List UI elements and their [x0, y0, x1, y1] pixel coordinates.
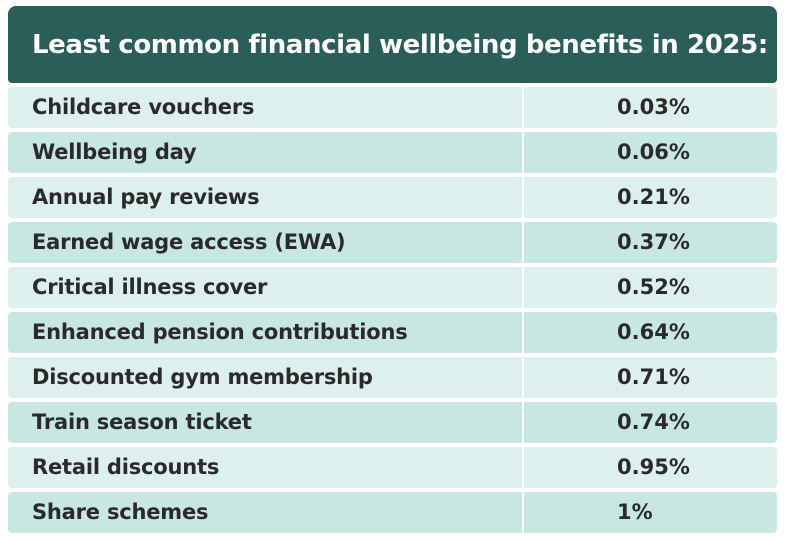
benefit-percentage: 0.64% [617, 320, 690, 344]
benefit-percentage: 0.37% [617, 230, 690, 254]
column-divider [522, 402, 524, 443]
table-body: Childcare vouchers 0.03% Wellbeing day 0.06… [8, 87, 777, 537]
benefit-percentage: 0.52% [617, 275, 690, 299]
column-divider [522, 357, 524, 398]
table-row: Childcare vouchers 0.03% [8, 87, 777, 128]
benefit-label: Childcare vouchers [32, 95, 255, 119]
benefit-label: Share schemes [32, 500, 209, 524]
column-divider [522, 222, 524, 263]
table-row: Share schemes 1% [8, 492, 777, 533]
benefit-percentage: 0.21% [617, 185, 690, 209]
column-divider [522, 312, 524, 353]
benefit-label: Critical illness cover [32, 275, 268, 299]
table-row: Enhanced pension contributions 0.64% [8, 312, 777, 353]
column-divider [522, 87, 524, 128]
benefit-percentage: 1% [617, 500, 653, 524]
table-title: Least common financial wellbeing benefit… [32, 29, 768, 60]
column-divider [522, 267, 524, 308]
column-divider [522, 447, 524, 488]
table-row: Discounted gym membership 0.71% [8, 357, 777, 398]
benefit-percentage: 0.74% [617, 410, 690, 434]
column-divider [522, 177, 524, 218]
benefit-label: Wellbeing day [32, 140, 197, 164]
benefit-percentage: 0.71% [617, 365, 690, 389]
table-row: Annual pay reviews 0.21% [8, 177, 777, 218]
table-row: Retail discounts 0.95% [8, 447, 777, 488]
benefit-percentage: 0.95% [617, 455, 690, 479]
benefit-label: Train season ticket [32, 410, 252, 434]
table-row: Critical illness cover 0.52% [8, 267, 777, 308]
benefit-label: Retail discounts [32, 455, 220, 479]
table-row: Earned wage access (EWA) 0.37% [8, 222, 777, 263]
benefit-label: Annual pay reviews [32, 185, 260, 209]
benefit-percentage: 0.06% [617, 140, 690, 164]
column-divider [522, 132, 524, 173]
column-divider [522, 492, 524, 533]
table-header: Least common financial wellbeing benefit… [8, 6, 777, 83]
table-row: Train season ticket 0.74% [8, 402, 777, 443]
benefits-table: Least common financial wellbeing benefit… [8, 6, 777, 536]
benefit-label: Earned wage access (EWA) [32, 230, 346, 254]
benefit-label: Enhanced pension contributions [32, 320, 408, 344]
table-row: Wellbeing day 0.06% [8, 132, 777, 173]
benefit-label: Discounted gym membership [32, 365, 373, 389]
benefit-percentage: 0.03% [617, 95, 690, 119]
